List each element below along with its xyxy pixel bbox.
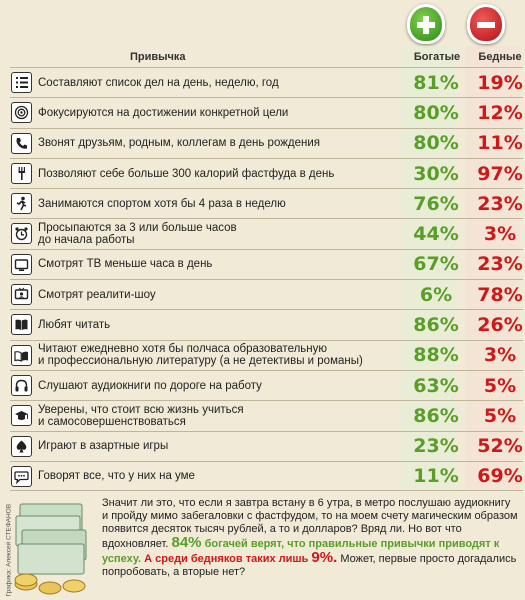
table-row: Смотрят ТВ меньше часа в день 67% 23% bbox=[10, 248, 523, 279]
poor-value: 3% bbox=[483, 223, 517, 246]
target-icon bbox=[11, 102, 32, 124]
habit-label: Любят читать bbox=[38, 319, 111, 332]
poor-badge bbox=[467, 4, 505, 44]
rich-value: 67% bbox=[413, 253, 459, 276]
graduation-cap-icon bbox=[11, 405, 32, 427]
caption-text: Значит ли это, что если я завтра встану … bbox=[102, 497, 518, 579]
minus-icon bbox=[477, 21, 495, 28]
poor-value: 19% bbox=[477, 71, 523, 94]
rich-value: 11% bbox=[413, 465, 459, 487]
habit-label: Смотрят ТВ меньше часа в день bbox=[38, 258, 213, 271]
caption-poor-text: А среди бедняков таких лишь bbox=[144, 553, 309, 565]
poor-value: 26% bbox=[477, 314, 523, 337]
caption-part2: Может, первые просто догадались попробов… bbox=[102, 553, 517, 578]
headphones-icon bbox=[11, 374, 32, 396]
poor-value: 69% bbox=[477, 465, 523, 487]
habits-table: Составляют список дел на день, неделю, г… bbox=[10, 67, 523, 492]
table-row: Смотрят реалити-шоу 6% 78% bbox=[10, 279, 523, 309]
rich-value: 80% bbox=[413, 101, 459, 124]
header-poor: Бедные bbox=[478, 51, 522, 63]
poor-value: 12% bbox=[477, 101, 523, 124]
reality-tv-icon bbox=[11, 284, 32, 306]
table-row: Говорят все, что у них на уме 11% 69% bbox=[10, 460, 523, 492]
rich-value: 80% bbox=[413, 132, 459, 155]
table-row: Занимаются спортом хотя бы 4 раза в неде… bbox=[10, 188, 523, 218]
caption-rich-text: богачей верят, что правильные привычки п… bbox=[102, 538, 500, 565]
rich-column-bg bbox=[401, 46, 455, 490]
table-row: Фокусируются на достижении конкретной це… bbox=[10, 97, 523, 127]
poor-value: 11% bbox=[477, 132, 523, 155]
table-row: Звонят друзьям, родным, коллегам в день … bbox=[10, 127, 523, 158]
table-row: Слушают аудиокниги по дороге на работу 63… bbox=[10, 369, 523, 400]
table-row: Просыпаются за 3 или больше часов до нач… bbox=[10, 218, 523, 248]
tv-icon bbox=[11, 253, 32, 275]
table-row: Играют в азартные игры 23% 52% bbox=[10, 430, 523, 461]
rich-badge bbox=[407, 4, 445, 44]
poor-value: 78% bbox=[477, 283, 523, 306]
table-row: Составляют список дел на день, неделю, г… bbox=[10, 67, 523, 97]
rich-value: 44% bbox=[413, 223, 459, 246]
book-icon bbox=[11, 314, 32, 336]
habit-label: Смотрят реалити-шоу bbox=[38, 288, 156, 301]
poor-value: 97% bbox=[477, 162, 523, 185]
habit-label: Фокусируются на достижении конкретной це… bbox=[38, 106, 289, 119]
poor-value: 52% bbox=[477, 435, 523, 458]
fork-icon bbox=[11, 162, 32, 184]
rich-value: 81% bbox=[413, 71, 459, 94]
poor-value: 3% bbox=[483, 344, 517, 367]
rich-value: 86% bbox=[413, 314, 459, 337]
table-header: Привычка Богатые Бедные bbox=[10, 46, 523, 67]
poor-value: 23% bbox=[477, 253, 523, 276]
phone-icon bbox=[11, 132, 32, 154]
habit-label: Занимаются спортом хотя бы 4 раза в неде… bbox=[38, 197, 286, 210]
header-rich: Богатые bbox=[413, 51, 461, 63]
rich-value: 23% bbox=[413, 435, 459, 458]
alarm-clock-icon bbox=[11, 223, 32, 245]
habit-label: Уверены, что стоит всю жизнь учиться и с… bbox=[38, 403, 244, 428]
list-icon bbox=[11, 72, 32, 93]
runner-icon bbox=[11, 193, 32, 215]
speech-bubble-icon bbox=[11, 465, 32, 487]
rich-value: 76% bbox=[413, 192, 459, 215]
table-row: Уверены, что стоит всю жизнь учиться и с… bbox=[10, 400, 523, 430]
habit-label: Играют в азартные игры bbox=[38, 440, 169, 453]
spade-icon bbox=[11, 435, 32, 457]
table-row: Любят читать 86% 26% bbox=[10, 309, 523, 339]
poor-column-bg bbox=[465, 46, 520, 490]
rich-value: 88% bbox=[413, 344, 459, 367]
poor-value: 5% bbox=[483, 404, 517, 427]
habit-label: Составляют список дел на день, неделю, г… bbox=[38, 76, 279, 89]
poor-value: 23% bbox=[477, 192, 523, 215]
rich-value: 86% bbox=[413, 404, 459, 427]
rich-value: 6% bbox=[419, 283, 453, 306]
habit-label: Просыпаются за 3 или больше часов до нач… bbox=[38, 222, 237, 247]
rich-value: 63% bbox=[413, 374, 459, 397]
table-row: Читают ежедневно хотя бы полчаса образов… bbox=[10, 339, 523, 370]
habit-label: Читают ежедневно хотя бы полчаса образов… bbox=[38, 343, 363, 368]
table-row: Позволяют себе больше 300 калорий фастфу… bbox=[10, 157, 523, 188]
caption-rich-pct: 84% bbox=[171, 534, 202, 551]
header-habit: Привычка bbox=[130, 51, 186, 63]
plus-icon bbox=[417, 15, 435, 34]
habit-label: Слушают аудиокниги по дороге на работу bbox=[38, 379, 262, 392]
rich-value: 30% bbox=[413, 162, 459, 185]
caption-part1: Значит ли это, что если я завтра встану … bbox=[102, 497, 518, 550]
open-book-icon bbox=[11, 344, 32, 366]
habit-label: Позволяют себе больше 300 калорий фастфу… bbox=[38, 167, 335, 180]
caption-poor-pct: 9%. bbox=[311, 549, 338, 566]
money-stack-icon bbox=[14, 503, 87, 595]
poor-value: 5% bbox=[483, 374, 517, 397]
habit-label: Звонят друзьям, родным, коллегам в день … bbox=[38, 137, 321, 150]
habit-label: Говорят все, что у них на уме bbox=[38, 470, 195, 482]
